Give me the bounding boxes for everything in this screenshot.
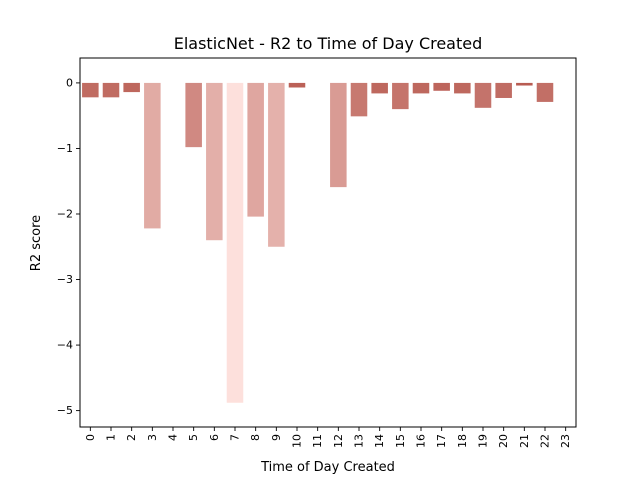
x-tick-label: 17 xyxy=(435,434,448,448)
bar-hour-22 xyxy=(536,82,554,102)
x-tick-label: 7 xyxy=(229,434,242,441)
x-tick-label: 3 xyxy=(146,434,159,441)
bar-hour-20 xyxy=(495,82,512,98)
bar-hour-1 xyxy=(102,82,120,98)
x-tick-label: 5 xyxy=(187,434,200,441)
bar-hour-3 xyxy=(144,82,161,229)
y-tick-label: −3 xyxy=(57,273,73,286)
bars-layer xyxy=(82,82,554,403)
x-tick-label: 1 xyxy=(105,434,118,441)
x-tick-label: 21 xyxy=(518,434,531,448)
x-tick-label: 6 xyxy=(208,434,221,441)
x-tick-label: 22 xyxy=(539,434,552,448)
chart-title: ElasticNet - R2 to Time of Day Created xyxy=(174,34,483,53)
bar-hour-6 xyxy=(206,82,223,241)
y-tick-label: −4 xyxy=(57,339,73,352)
bar-hour-19 xyxy=(474,82,492,108)
bar-hour-18 xyxy=(454,82,471,94)
x-ticks: 0 1 2 3 4 5 6 7 8 9 10 11 12 13 14 15 16 17 18 19 20 21 22 23 xyxy=(84,427,572,448)
bar-hour-9 xyxy=(268,82,285,247)
x-tick-label: 12 xyxy=(332,434,345,448)
x-tick-label: 9 xyxy=(270,434,283,441)
x-tick-label: 19 xyxy=(477,434,490,448)
bar-hour-10 xyxy=(288,82,306,88)
y-axis-label: R2 score xyxy=(29,215,44,271)
x-tick-label: 16 xyxy=(415,434,428,448)
y-tick-label: −5 xyxy=(57,404,73,417)
bar-hour-16 xyxy=(412,82,430,94)
y-tick-label: −1 xyxy=(57,142,73,155)
bar-hour-13 xyxy=(350,82,368,117)
x-tick-label: 0 xyxy=(84,434,97,441)
x-tick-label: 2 xyxy=(125,434,138,441)
plot-frame xyxy=(79,57,577,428)
bar-hour-12 xyxy=(330,82,347,188)
x-tick-label: 20 xyxy=(497,434,510,448)
x-tick-label: 18 xyxy=(456,434,469,448)
bar-hour-14 xyxy=(371,82,388,94)
x-tick-label: 15 xyxy=(394,434,407,448)
x-tick-label: 8 xyxy=(249,434,262,441)
bar-hour-2 xyxy=(123,82,140,93)
bar-hour-15 xyxy=(392,82,409,110)
bar-hour-21 xyxy=(516,82,533,86)
x-tick-label: 4 xyxy=(167,434,180,441)
y-tick-label: 0 xyxy=(66,76,73,89)
bar-hour-8 xyxy=(247,82,264,217)
x-tick-label: 23 xyxy=(559,434,572,448)
x-tick-label: 10 xyxy=(291,434,304,448)
x-tick-label: 11 xyxy=(311,434,324,448)
x-tick-label: 13 xyxy=(353,434,366,448)
y-tick-label: −2 xyxy=(57,207,73,220)
bar-hour-7 xyxy=(226,82,244,403)
y-ticks: 0 −1 −2 −3 −4 −5 xyxy=(57,76,80,417)
x-axis-label: Time of Day Created xyxy=(260,460,395,475)
x-tick-label: 14 xyxy=(373,434,386,448)
bar-hour-17 xyxy=(433,82,450,91)
bar-hour-5 xyxy=(185,82,202,148)
bar-hour-0 xyxy=(82,82,99,98)
